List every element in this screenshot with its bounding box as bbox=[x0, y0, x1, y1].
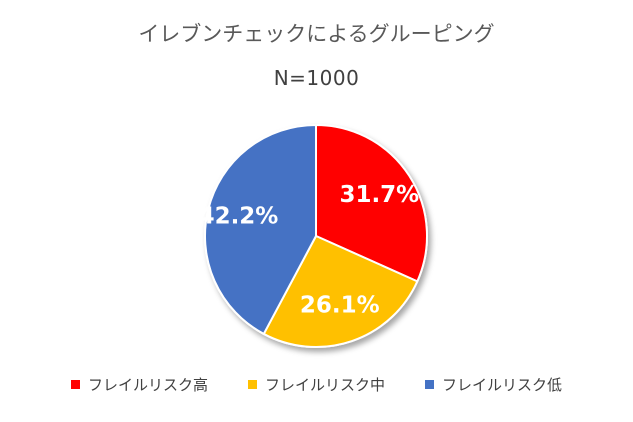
legend-label: フレイルリスク高 bbox=[87, 376, 208, 394]
chart-subtitle: N=1000 bbox=[273, 66, 360, 90]
legend-label: フレイルリスク低 bbox=[442, 376, 563, 394]
legend-label: フレイルリスク中 bbox=[264, 376, 385, 394]
legend-item: フレイルリスク高 bbox=[70, 374, 208, 395]
chart-legend: フレイルリスク高 フレイルリスク中 フレイルリスク低 bbox=[0, 374, 633, 395]
legend-item: フレイルリスク低 bbox=[425, 374, 562, 395]
slice-data-label: 42.2% bbox=[199, 204, 279, 230]
chart-title: イレブンチェックによるグルーピング bbox=[138, 22, 495, 46]
legend-swatch bbox=[70, 380, 80, 389]
legend-item: フレイルリスク中 bbox=[247, 374, 385, 395]
legend-swatch bbox=[247, 380, 257, 389]
slice-data-label: 31.7% bbox=[339, 182, 419, 208]
legend-swatch bbox=[425, 380, 434, 389]
slice-data-label: 26.1% bbox=[300, 292, 380, 318]
pie-slice bbox=[204, 123, 317, 336]
pie-slice bbox=[315, 123, 428, 283]
